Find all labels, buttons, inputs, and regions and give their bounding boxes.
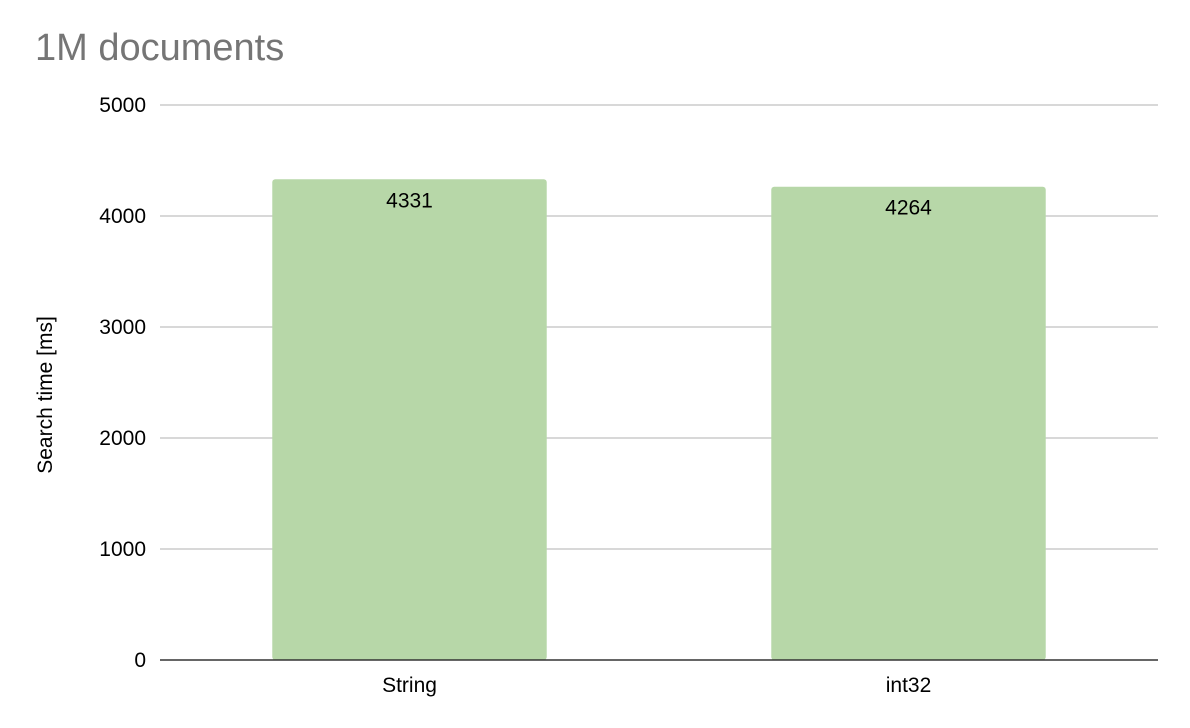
y-tick-label: 0 (134, 649, 146, 672)
y-tick-label: 3000 (99, 316, 146, 339)
y-axis-label: Search time [ms] (34, 316, 57, 474)
data-labels: 4331 4264 (386, 189, 932, 219)
data-label: 4331 (386, 189, 433, 212)
bar (272, 179, 547, 660)
y-axis-ticks: 0 1000 2000 3000 4000 5000 (99, 94, 146, 672)
y-tick-label: 1000 (99, 538, 146, 561)
x-category-label: String (382, 674, 437, 697)
chart-title: 1M documents (35, 27, 284, 69)
x-category-label: int32 (886, 674, 932, 697)
y-tick-label: 5000 (99, 94, 146, 117)
x-axis-categories: String int32 (382, 674, 931, 697)
data-label: 4264 (885, 197, 932, 220)
bars (272, 179, 1046, 661)
bar (771, 186, 1046, 661)
y-tick-label: 2000 (99, 427, 146, 450)
y-tick-label: 4000 (99, 205, 146, 228)
